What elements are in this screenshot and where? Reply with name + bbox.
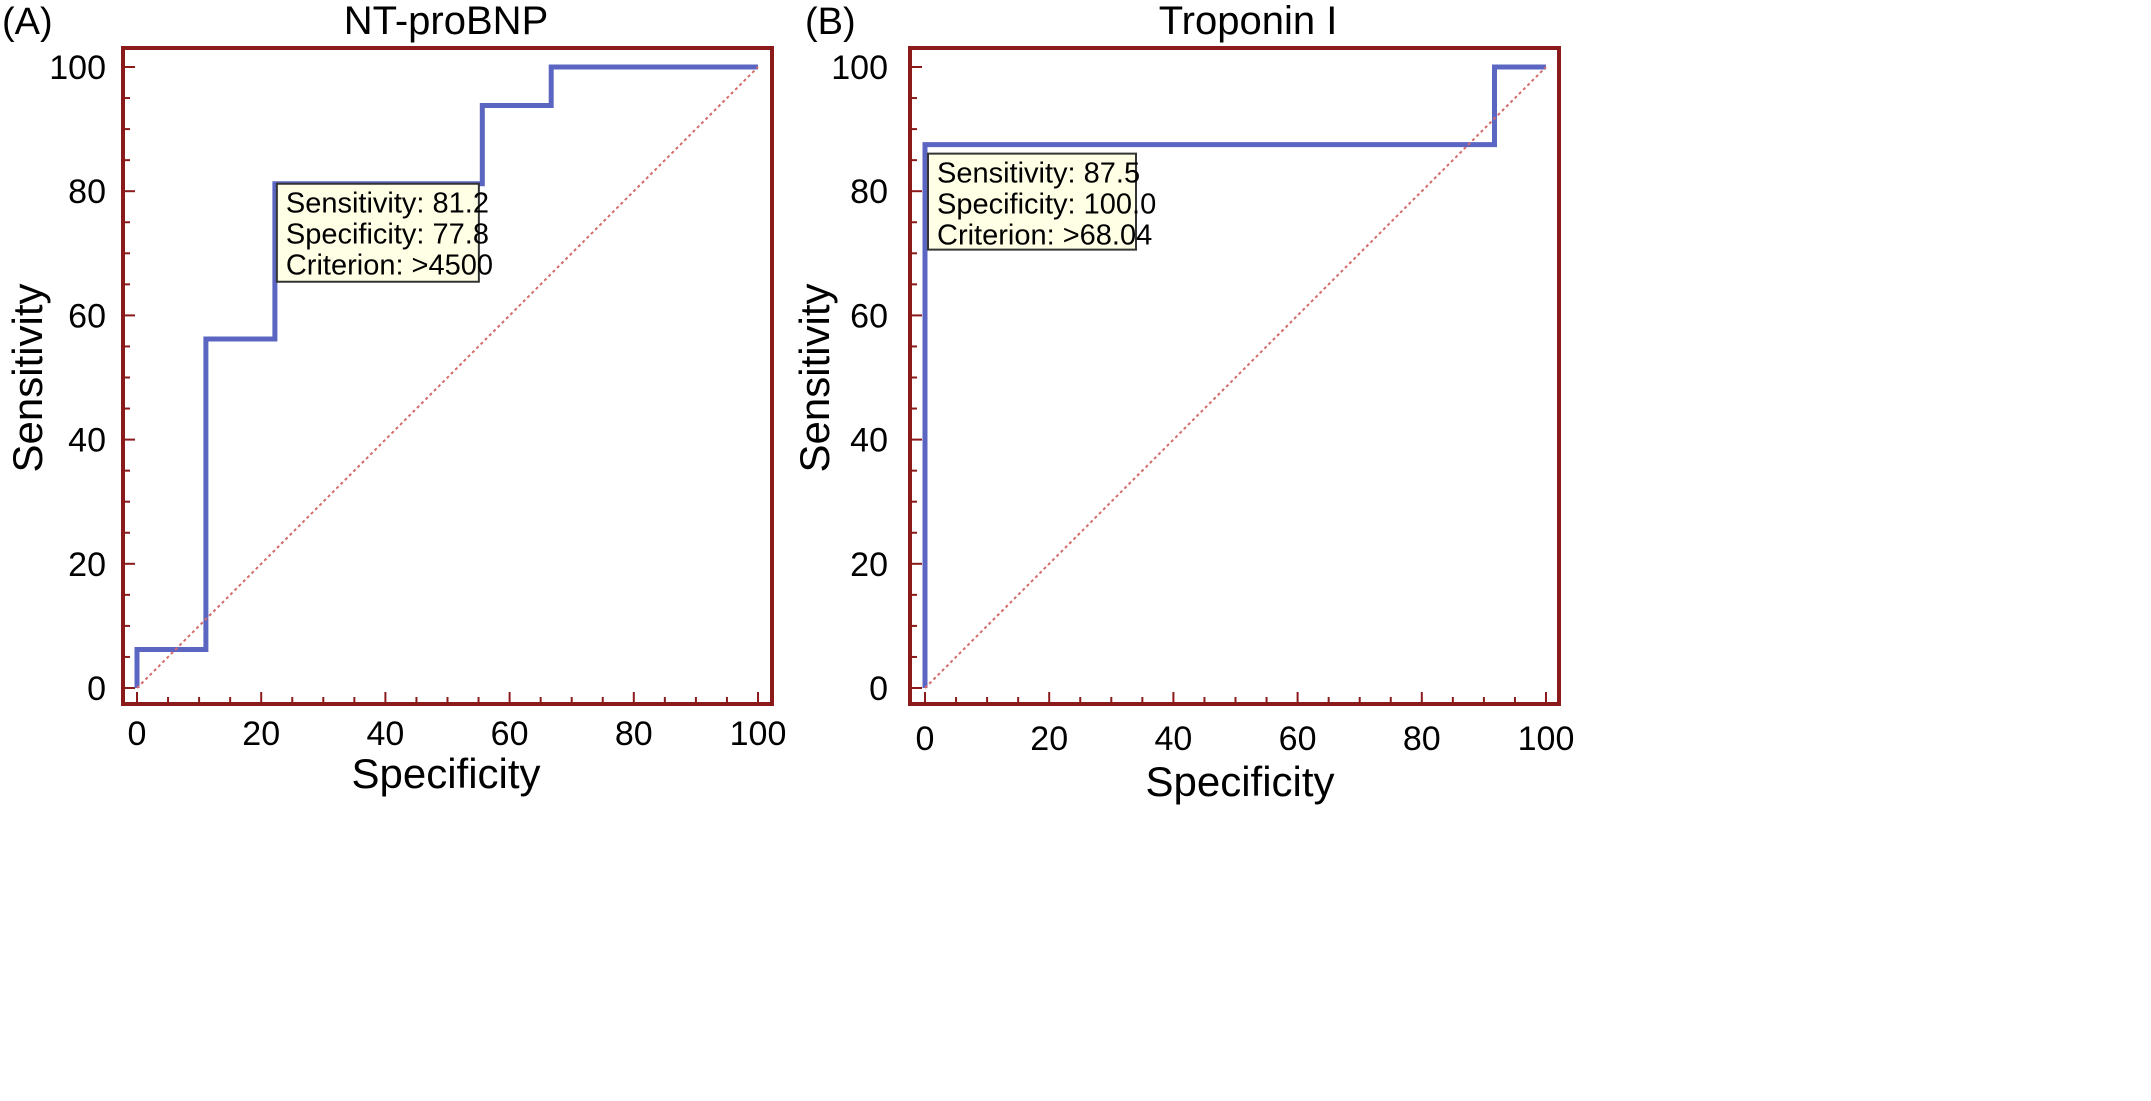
x-tick-label: 100	[1518, 720, 1575, 758]
y-tick-label: 60	[850, 297, 888, 335]
reference-diagonal-line	[136, 66, 759, 689]
y-tick-label: 100	[831, 49, 888, 87]
reference-diagonal-line	[924, 66, 1547, 689]
x-tick-label: 40	[1154, 720, 1192, 758]
y-tick-label: 20	[850, 546, 888, 584]
x-tick-label: 20	[1030, 720, 1068, 758]
annotation-line: Sensitivity: 81.2	[286, 188, 489, 220]
y-tick-label: 80	[850, 173, 888, 211]
roc-curve-line	[134, 64, 758, 688]
annotation-line: Specificity: 77.8	[286, 219, 489, 251]
roc-curve-line	[922, 64, 1546, 688]
annotation-line: Criterion: >4500	[286, 250, 493, 282]
x-tick-label: 80	[615, 715, 653, 753]
x-tick-label: 60	[1279, 720, 1317, 758]
y-axis-title: Sensitivity	[4, 283, 51, 472]
y-tick-label: 40	[850, 422, 888, 460]
annotation-line: Criterion: >68.04	[937, 220, 1152, 252]
x-tick-label: 0	[128, 715, 147, 753]
x-axis-title: Specificity	[1145, 758, 1334, 805]
x-tick-label: 80	[1403, 720, 1441, 758]
x-axis-title: Specificity	[351, 750, 540, 797]
y-tick-label: 20	[68, 546, 106, 584]
panel-a-nt-probnp: (A) NT-proBNP 0 20 40 60 80 100 0 20 40 60 80 100 Spec…	[2, 0, 786, 797]
y-tick-label: 0	[869, 670, 888, 708]
panel-label: (B)	[805, 1, 856, 43]
y-tick-label: 40	[68, 422, 106, 460]
x-tick-label: 40	[366, 715, 404, 753]
annotation-box	[927, 152, 1137, 251]
x-tick-label: 100	[730, 715, 787, 753]
annotation-line: Sensitivity: 87.5	[937, 158, 1140, 190]
x-tick-label: 20	[242, 715, 280, 753]
y-tick-label: 0	[87, 670, 106, 708]
plot-frame	[121, 46, 774, 706]
panel-b-troponin-i: (B) Troponin I 0 20 40 60 80 100 0 20 40 60 80 100 Spe…	[791, 0, 1574, 805]
chart-title: NT-proBNP	[344, 0, 549, 43]
x-tick-label: 0	[916, 720, 935, 758]
panel-label: (A)	[2, 1, 53, 43]
annotation-line: Specificity: 100.0	[937, 189, 1156, 221]
x-tick-label: 60	[491, 715, 529, 753]
y-tick-label: 60	[68, 297, 106, 335]
y-axis-title: Sensitivity	[791, 283, 838, 472]
chart-title: Troponin I	[1159, 0, 1338, 43]
annotation-box	[275, 182, 480, 283]
y-tick-label: 80	[68, 173, 106, 211]
y-tick-label: 100	[49, 49, 106, 87]
